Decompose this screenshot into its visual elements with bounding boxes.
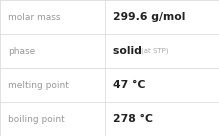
Text: phase: phase (8, 47, 35, 55)
Text: molar mass: molar mass (8, 13, 60, 21)
Text: melting point: melting point (8, 81, 69, 89)
Text: 278 °C: 278 °C (113, 114, 153, 124)
Text: boiling point: boiling point (8, 115, 65, 123)
Text: (at STP): (at STP) (141, 48, 168, 54)
Text: solid: solid (113, 46, 149, 56)
Text: 47 °C: 47 °C (113, 80, 145, 90)
Text: 299.6 g/mol: 299.6 g/mol (113, 12, 185, 22)
